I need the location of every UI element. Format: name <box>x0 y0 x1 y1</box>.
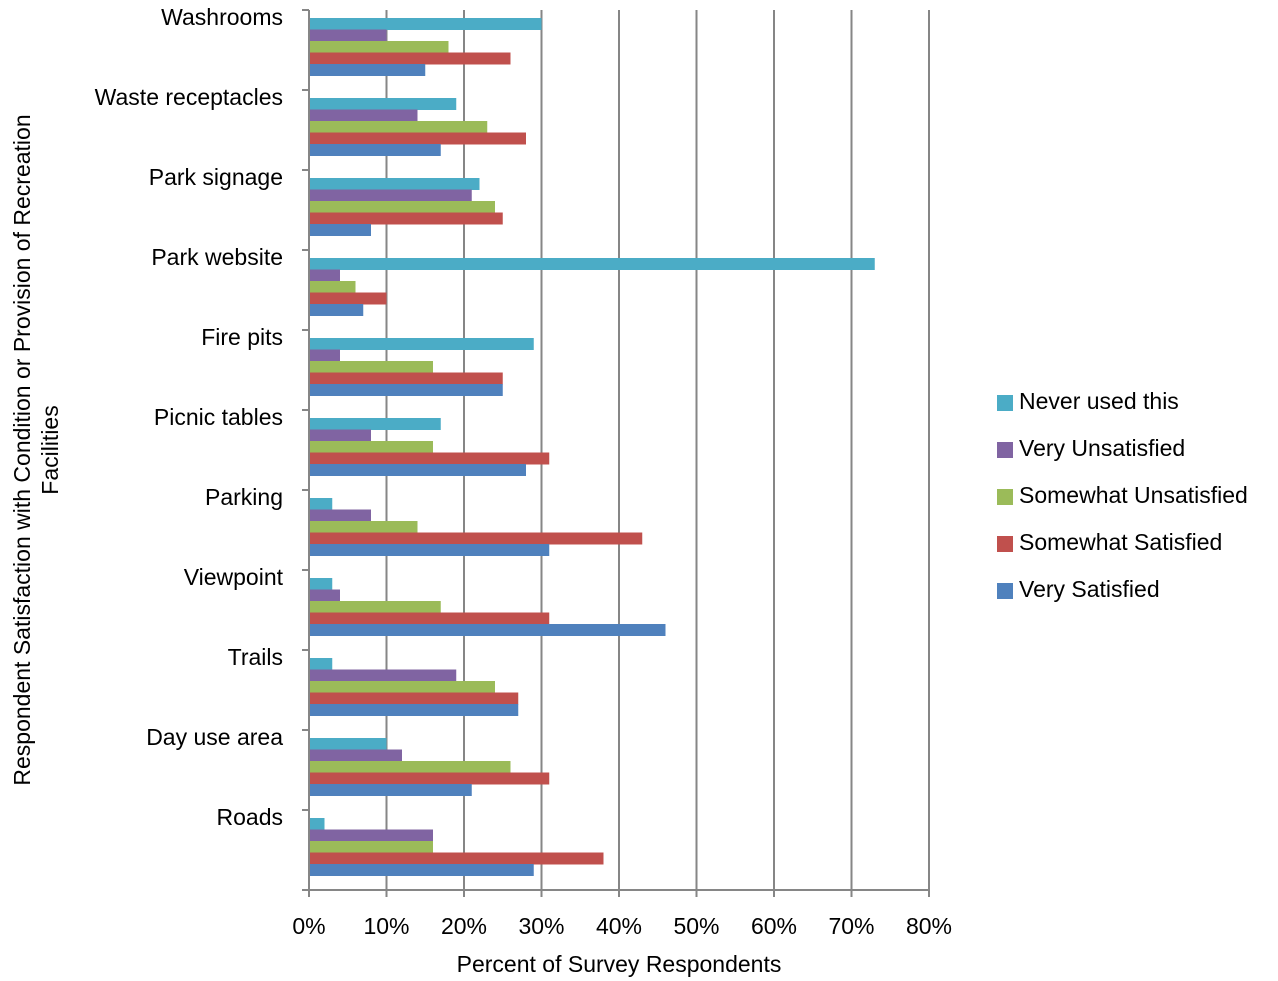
category-label: Viewpoint <box>184 564 284 590</box>
category-label: Washrooms <box>161 4 283 30</box>
bar <box>309 521 418 533</box>
bar <box>309 269 340 282</box>
category-label: Waste receptacles <box>95 84 283 110</box>
bar <box>309 669 457 682</box>
y-axis-title-line-2: Facilities <box>37 405 63 494</box>
y-axis-title-line-1: Respondent Satisfaction with Condition o… <box>9 114 35 785</box>
category-label: Trails <box>228 644 283 670</box>
legend-swatch <box>997 442 1013 458</box>
bar <box>309 429 371 442</box>
bar <box>309 464 526 476</box>
x-tick-label: 20% <box>441 913 487 939</box>
bar <box>309 292 387 305</box>
bar <box>309 681 495 693</box>
bar <box>309 109 418 122</box>
x-tick-label: 70% <box>828 913 874 939</box>
bar <box>309 418 441 430</box>
bar <box>309 612 550 625</box>
bar <box>309 384 503 396</box>
category-label: Day use area <box>146 724 283 750</box>
category-label: Park signage <box>149 164 283 190</box>
legend-label: Somewhat Satisfied <box>1019 529 1222 555</box>
bar <box>309 338 534 350</box>
bar <box>309 738 387 750</box>
bars <box>309 18 875 876</box>
bar <box>309 98 457 110</box>
bar <box>309 749 402 762</box>
x-tick-label: 10% <box>363 913 409 939</box>
category-label: Picnic tables <box>154 404 283 430</box>
bar <box>309 441 433 453</box>
category-label: Park website <box>151 244 283 270</box>
bar <box>309 498 333 510</box>
bar <box>309 224 371 236</box>
bar <box>309 372 503 385</box>
bar <box>309 624 666 636</box>
x-tick-label: 60% <box>751 913 797 939</box>
bar <box>309 178 480 190</box>
bar <box>309 864 534 876</box>
y-axis-title-group: Respondent Satisfaction with Condition o… <box>9 114 63 785</box>
legend: Never used this Very Unsatisfied Somewhat … <box>997 388 1248 602</box>
bar <box>309 761 511 773</box>
bar <box>309 201 495 213</box>
x-tick-label: 50% <box>673 913 719 939</box>
bar <box>309 64 426 76</box>
bar <box>309 692 519 705</box>
bar <box>309 704 519 716</box>
bar <box>309 52 511 65</box>
bar <box>309 361 433 373</box>
bar <box>309 41 449 53</box>
bar <box>309 658 333 670</box>
bar <box>309 132 526 145</box>
bar <box>309 589 340 602</box>
bar <box>309 452 550 465</box>
x-tick-label: 0% <box>292 913 325 939</box>
x-axis-title: Percent of Survey Respondents <box>457 951 782 977</box>
legend-swatch <box>997 583 1013 599</box>
bar <box>309 281 356 293</box>
legend-swatch <box>997 489 1013 505</box>
legend-label: Never used this <box>1019 388 1179 414</box>
bar <box>309 784 472 796</box>
legend-swatch <box>997 395 1013 411</box>
bar <box>309 841 433 853</box>
bar <box>309 818 325 830</box>
bar <box>309 304 364 316</box>
bar <box>309 852 604 865</box>
bar <box>309 349 340 362</box>
x-tick-label: 80% <box>906 913 952 939</box>
bar <box>309 258 875 270</box>
bar <box>309 578 333 590</box>
bar <box>309 121 488 133</box>
x-tick-label: 40% <box>596 913 642 939</box>
bar <box>309 18 542 30</box>
bar <box>309 829 433 842</box>
bar <box>309 532 643 545</box>
legend-label: Somewhat Unsatisfied <box>1019 482 1248 508</box>
bar <box>309 212 503 225</box>
bar <box>309 144 441 156</box>
legend-label: Very Unsatisfied <box>1019 435 1185 461</box>
category-label: Fire pits <box>201 324 283 350</box>
tick-labels: 0% 10% 20% 30% 40% 50% 60% 70% 80% <box>292 913 952 939</box>
bar <box>309 544 550 556</box>
legend-swatch <box>997 536 1013 552</box>
bar <box>309 189 472 202</box>
category-labels: Washrooms Waste receptacles Park signage Pa… <box>95 4 284 830</box>
x-tick-label: 30% <box>518 913 564 939</box>
bar <box>309 772 550 785</box>
bar <box>309 509 371 522</box>
category-label: Roads <box>217 804 283 830</box>
bar <box>309 601 441 613</box>
grid-lines <box>385 10 930 890</box>
category-label: Parking <box>205 484 283 510</box>
legend-label: Very Satisfied <box>1019 576 1160 602</box>
axes <box>302 9 930 897</box>
bar <box>309 29 387 42</box>
